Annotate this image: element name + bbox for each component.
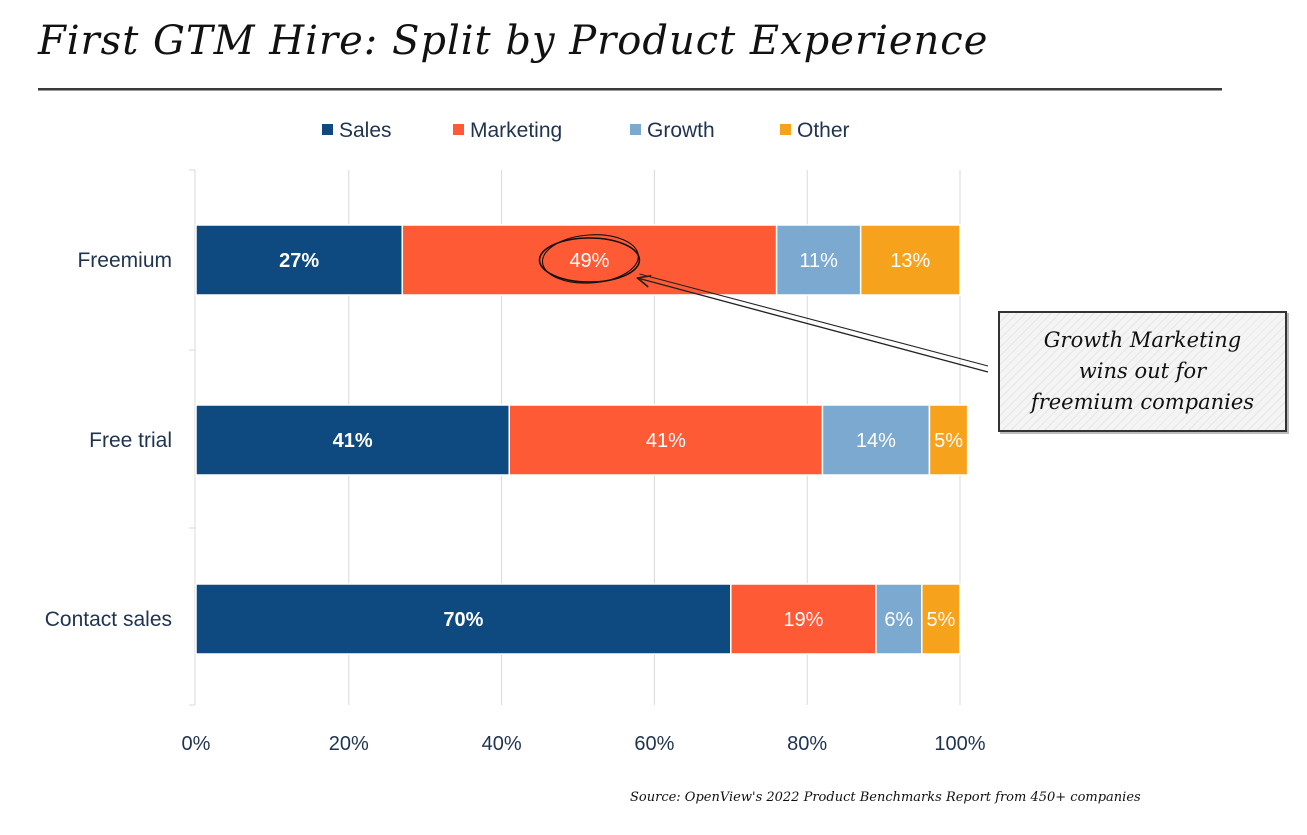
tick-label: 40% bbox=[482, 733, 522, 755]
data-label: 14% bbox=[856, 430, 896, 452]
callout-line: wins out for bbox=[1078, 359, 1207, 383]
bar-segment bbox=[195, 404, 510, 476]
legend-swatch bbox=[630, 124, 641, 135]
tick-label: 100% bbox=[934, 733, 985, 755]
legend-label: Growth bbox=[647, 119, 715, 142]
tick-label: 20% bbox=[329, 733, 369, 755]
data-label: 19% bbox=[783, 609, 823, 631]
data-label: 5% bbox=[934, 430, 963, 452]
legend-label: Other bbox=[797, 119, 850, 142]
annotation-arrow bbox=[639, 273, 989, 367]
data-label: 41% bbox=[646, 430, 686, 452]
legend-item: Other bbox=[780, 119, 850, 142]
data-label: 41% bbox=[333, 430, 373, 452]
category-label: Contact sales bbox=[45, 608, 172, 631]
legend: Sales Marketing Growth Other bbox=[322, 119, 850, 142]
segment-labels: 27% 49% 11% 13% 41% 41% 14% 5% 70% 19% 6% 5% bbox=[279, 250, 963, 631]
data-label: 6% bbox=[884, 609, 913, 631]
callout-line: freemium companies bbox=[1030, 390, 1255, 414]
data-label: 49% bbox=[569, 250, 609, 272]
title-underline bbox=[38, 88, 1222, 91]
y-axis bbox=[189, 169, 196, 706]
chart-title: First GTM Hire: Split by Product Experie… bbox=[38, 18, 989, 64]
legend-item: Sales bbox=[322, 119, 392, 142]
bar-segment bbox=[875, 583, 923, 655]
bar-segment bbox=[195, 224, 404, 296]
callout-line: Growth Marketing bbox=[1043, 328, 1242, 352]
bar-segment bbox=[928, 404, 969, 476]
bar-segment bbox=[859, 224, 961, 296]
legend-item: Growth bbox=[630, 119, 715, 142]
data-label: 5% bbox=[926, 609, 955, 631]
legend-label: Marketing bbox=[470, 119, 562, 142]
highlight-circle bbox=[538, 237, 641, 283]
highlight-circle bbox=[541, 234, 639, 284]
tick-label: 0% bbox=[182, 733, 211, 755]
data-label: 11% bbox=[799, 250, 838, 272]
bar-segment bbox=[195, 583, 732, 655]
data-label: 70% bbox=[443, 609, 483, 631]
category-labels: Freemium Free trial Contact sales bbox=[45, 249, 172, 631]
data-label: 13% bbox=[890, 250, 930, 272]
callout-box: Growth Marketing wins out for freemium c… bbox=[998, 311, 1287, 432]
legend-swatch bbox=[780, 124, 791, 135]
x-tick-labels: 0% 20% 40% 60% 80% 100% bbox=[182, 733, 986, 755]
tick-label: 80% bbox=[787, 733, 827, 755]
legend-item: Marketing bbox=[453, 119, 562, 142]
bar-segment bbox=[821, 404, 931, 476]
tick-label: 60% bbox=[634, 733, 674, 755]
category-label: Free trial bbox=[89, 429, 172, 452]
category-label: Freemium bbox=[77, 249, 172, 272]
bar-segment bbox=[921, 583, 961, 655]
annotation bbox=[538, 234, 989, 373]
legend-swatch bbox=[453, 124, 464, 135]
annotation-arrow bbox=[637, 278, 989, 373]
bar-segment bbox=[775, 224, 862, 296]
bars bbox=[195, 224, 969, 655]
legend-label: Sales bbox=[339, 119, 392, 142]
legend-swatch bbox=[322, 124, 333, 135]
source-note: Source: OpenView's 2022 Product Benchmar… bbox=[630, 790, 1141, 805]
data-label: 27% bbox=[279, 250, 319, 272]
